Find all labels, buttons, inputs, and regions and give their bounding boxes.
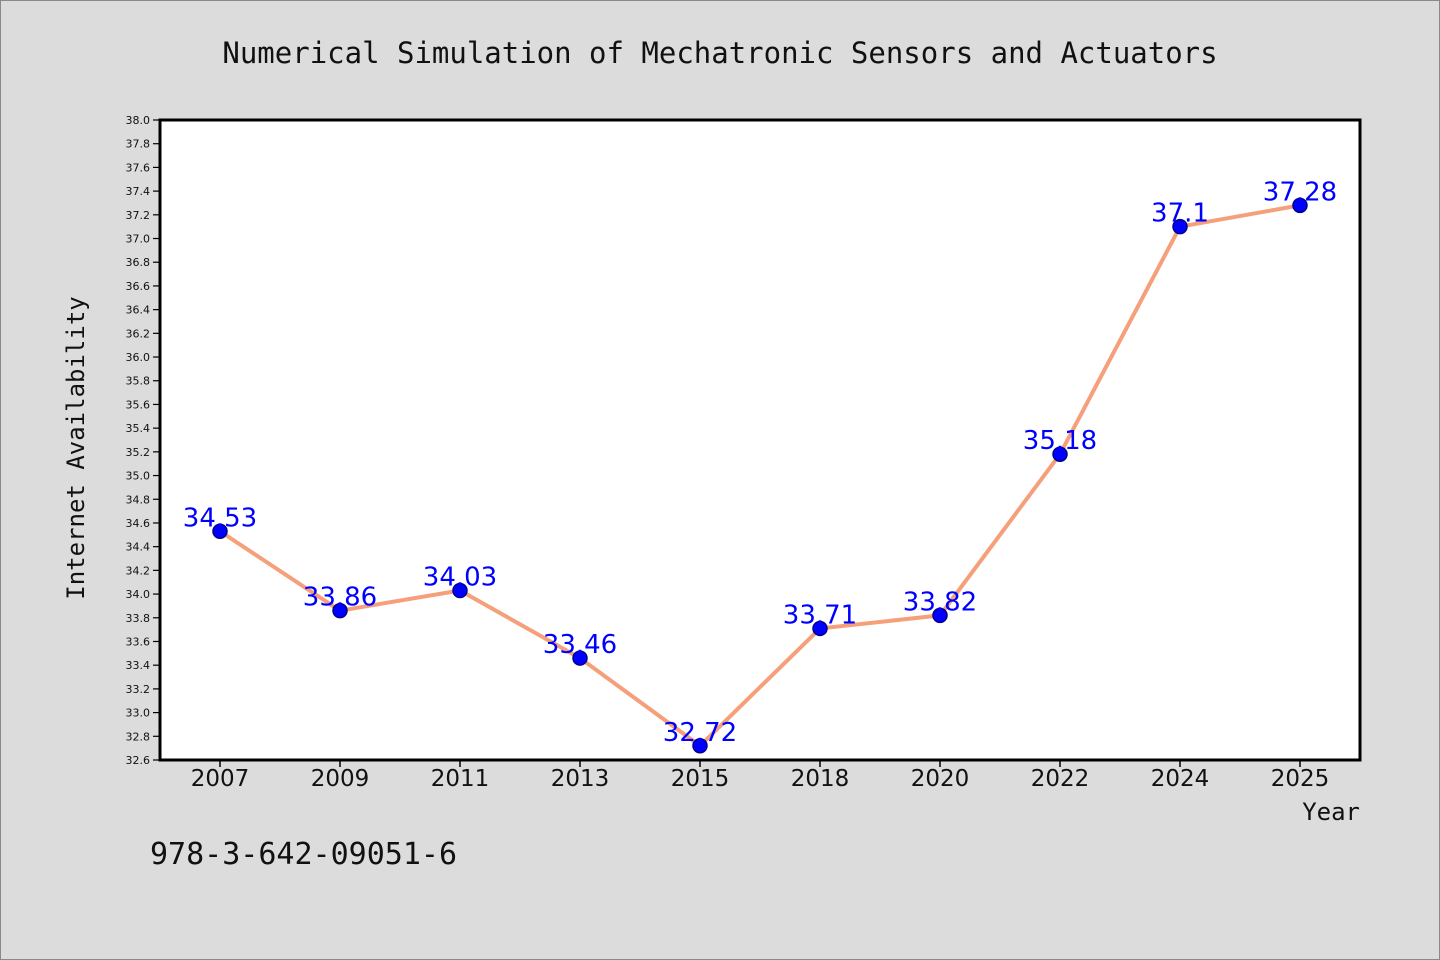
- y-axis-ticks: 32.6 32.8 33.0 33.2 33.4 33.6 33.8 34.0 34.2 34.4…: [126, 114, 160, 767]
- y-tick-label: 32.8: [126, 730, 151, 743]
- x-axis-ticks: 2007 2009 2011 2013 2015 2018 2020 2022 2024 2025: [191, 760, 1330, 792]
- data-label: 33.82: [903, 587, 977, 617]
- y-tick-label: 35.4: [126, 422, 151, 435]
- y-tick-label: 35.0: [126, 470, 151, 483]
- y-tick-label: 33.2: [126, 683, 151, 696]
- y-tick-label: 37.2: [126, 209, 151, 222]
- y-tick-label: 33.6: [126, 635, 151, 648]
- data-point-marker: [572, 650, 588, 666]
- y-tick-label: 35.6: [126, 398, 151, 411]
- y-tick-label: 32.6: [126, 754, 151, 767]
- y-tick-label: 34.6: [126, 517, 151, 530]
- y-tick-label: 34.4: [126, 541, 151, 554]
- x-tick-label: 2024: [1151, 766, 1210, 792]
- isbn-text: 978-3-642-09051-6: [150, 837, 457, 872]
- data-label: 37.1: [1151, 199, 1209, 229]
- data-point-marker: [692, 738, 708, 754]
- y-tick-label: 34.8: [126, 493, 151, 506]
- x-tick-label: 2018: [791, 766, 850, 792]
- series-line: [218, 203, 1302, 748]
- y-tick-label: 36.2: [126, 327, 151, 340]
- y-tick-label: 37.4: [126, 185, 151, 198]
- x-tick-label: 2020: [911, 766, 970, 792]
- x-tick-label: 2009: [311, 766, 370, 792]
- x-tick-label: 2022: [1031, 766, 1090, 792]
- y-tick-label: 33.0: [126, 707, 151, 720]
- y-tick-label: 33.4: [126, 659, 151, 672]
- plot-area: [158, 118, 1362, 762]
- x-tick-label: 2007: [191, 766, 250, 792]
- chart-title: Numerical Simulation of Mechatronic Sens…: [222, 36, 1217, 70]
- data-point-marker: [812, 620, 828, 637]
- y-tick-label: 33.8: [126, 612, 151, 625]
- data-label: 35.18: [1023, 426, 1097, 456]
- y-tick-label: 34.0: [126, 588, 151, 601]
- series-line-group: 34.53 33.86 34.03 33.46 32.72 33.71 33.82 35.18…: [183, 177, 1337, 754]
- y-tick-label: 36.6: [126, 280, 151, 293]
- x-tick-label: 2011: [431, 766, 490, 792]
- data-label: 32.72: [663, 718, 737, 748]
- data-point-marker: [452, 582, 468, 599]
- data-label: 34.03: [423, 563, 497, 593]
- x-tick-label: 2013: [551, 766, 610, 792]
- data-point-marker: [932, 607, 948, 624]
- y-tick-label: 37.8: [126, 138, 151, 151]
- data-point-marker: [1052, 446, 1068, 462]
- y-tick-label: 35.8: [126, 375, 151, 388]
- data-point-marker: [212, 523, 228, 540]
- data-label: 33.46: [543, 630, 617, 660]
- data-label: 37.28: [1263, 177, 1337, 207]
- data-label: 33.71: [783, 600, 857, 630]
- y-tick-label: 37.0: [126, 233, 151, 246]
- data-label: 34.53: [183, 503, 257, 533]
- x-axis-label: Year: [1302, 798, 1360, 826]
- x-tick-label: 2025: [1271, 766, 1330, 792]
- y-tick-label: 36.4: [126, 304, 151, 317]
- data-point-marker: [1172, 218, 1188, 235]
- y-tick-label: 38.0: [126, 114, 151, 127]
- y-tick-label: 35.2: [126, 446, 151, 459]
- y-tick-label: 34.2: [126, 564, 151, 577]
- data-point-marker: [332, 602, 348, 619]
- y-tick-label: 36.0: [126, 351, 151, 364]
- y-axis-label: Internet Availability: [62, 296, 90, 599]
- data-point-marker: [1292, 197, 1308, 214]
- y-tick-label: 37.6: [126, 161, 151, 174]
- x-tick-label: 2015: [671, 766, 730, 792]
- y-tick-label: 36.8: [126, 256, 151, 269]
- data-label: 33.86: [303, 583, 377, 613]
